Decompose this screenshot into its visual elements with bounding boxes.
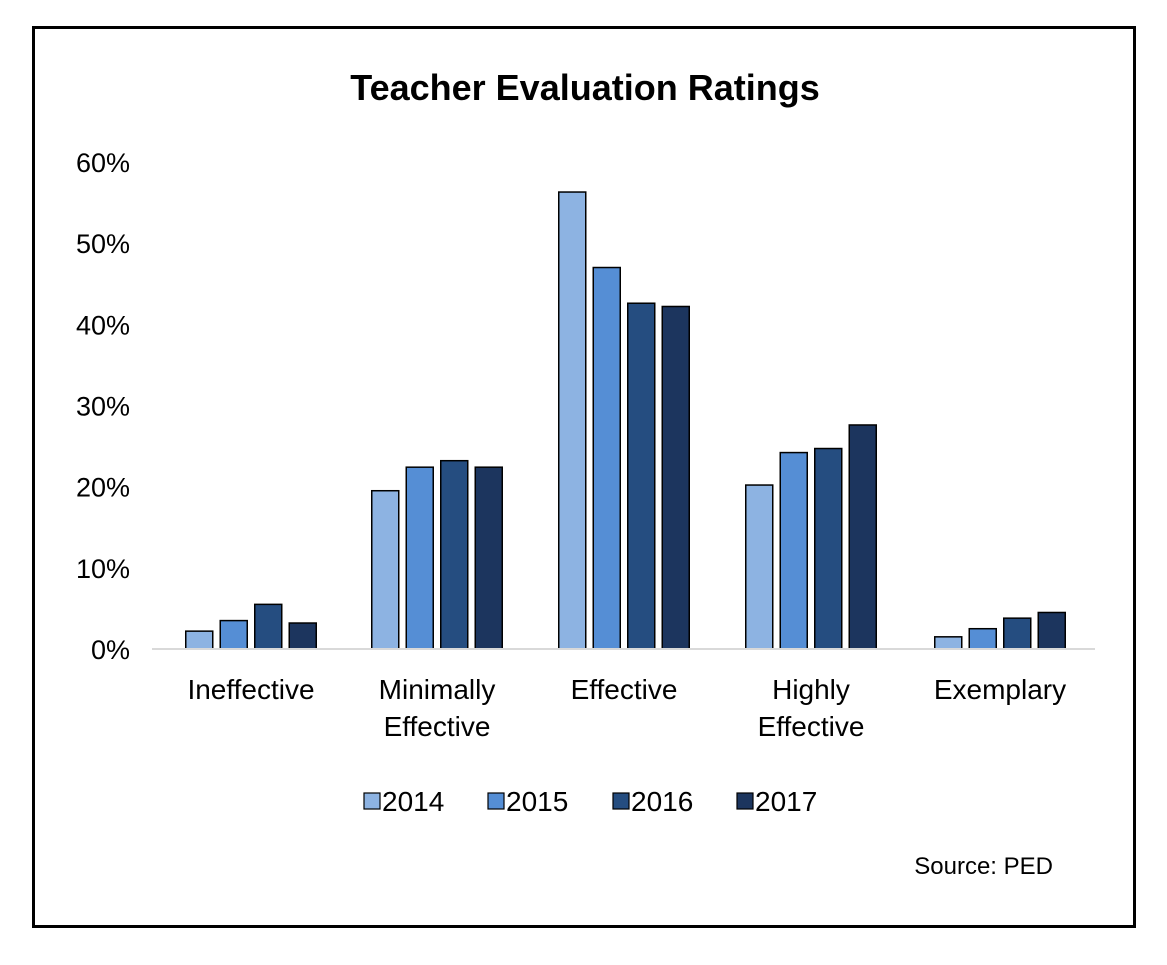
- legend-label-2017: 2017: [755, 786, 817, 817]
- x-category-label: Minimally Effective: [379, 674, 496, 742]
- bars: [185, 191, 1066, 650]
- bar-2017-minimally-effective: [474, 466, 503, 650]
- bar-2016-highly-effective: [814, 447, 843, 650]
- chart-frame: [32, 26, 1136, 928]
- y-tick-label: 10%: [76, 554, 130, 584]
- y-axis: 0% 10% 20% 30% 40% 50% 60%: [76, 148, 130, 665]
- y-tick-label: 50%: [76, 229, 130, 259]
- legend-swatch-2015: [487, 792, 505, 810]
- bar-2015-ineffective: [219, 619, 248, 650]
- x-category-label: Effective: [571, 674, 678, 705]
- legend-swatch-2017: [736, 792, 754, 810]
- bar-2017-ineffective: [288, 622, 317, 650]
- bar-2014-exemplary: [934, 636, 963, 650]
- source-note: Source: PED: [914, 853, 1053, 880]
- x-category-label: Exemplary: [934, 674, 1066, 705]
- y-tick-label: 30%: [76, 392, 130, 422]
- bar-2017-highly-effective: [848, 424, 877, 650]
- y-tick-label: 60%: [76, 148, 130, 178]
- bar-2016-ineffective: [254, 603, 283, 650]
- bar-2015-highly-effective: [779, 451, 808, 650]
- bar-2017-effective: [661, 305, 690, 650]
- legend-swatch-2016: [612, 792, 630, 810]
- bar-2016-effective: [627, 302, 656, 650]
- y-tick-label: 20%: [76, 473, 130, 503]
- bar-2016-minimally-effective: [440, 459, 469, 650]
- bar-2014-minimally-effective: [371, 489, 400, 650]
- legend-swatch-2014: [363, 792, 381, 810]
- chart-title: Teacher Evaluation Ratings: [350, 67, 819, 108]
- y-tick-label: 0%: [91, 635, 130, 665]
- x-axis: Ineffective Minimally Effective Effective Hi…: [187, 674, 1066, 742]
- bar-2014-ineffective: [185, 630, 214, 650]
- legend: 2014 2015 2016 2017: [363, 786, 817, 817]
- bar-2017-exemplary: [1037, 611, 1066, 650]
- x-category-label: Highly Effective: [758, 674, 865, 742]
- bar-2016-exemplary: [1003, 617, 1032, 650]
- legend-label-2015: 2015: [506, 786, 568, 817]
- bar-2014-highly-effective: [745, 484, 774, 650]
- x-category-label: Ineffective: [187, 674, 314, 705]
- bar-2014-effective: [558, 191, 587, 650]
- bar-2015-minimally-effective: [405, 466, 434, 650]
- legend-label-2016: 2016: [631, 786, 693, 817]
- bar-2015-exemplary: [968, 627, 997, 650]
- bar-2015-effective: [592, 266, 621, 650]
- legend-label-2014: 2014: [382, 786, 444, 817]
- y-tick-label: 40%: [76, 310, 130, 340]
